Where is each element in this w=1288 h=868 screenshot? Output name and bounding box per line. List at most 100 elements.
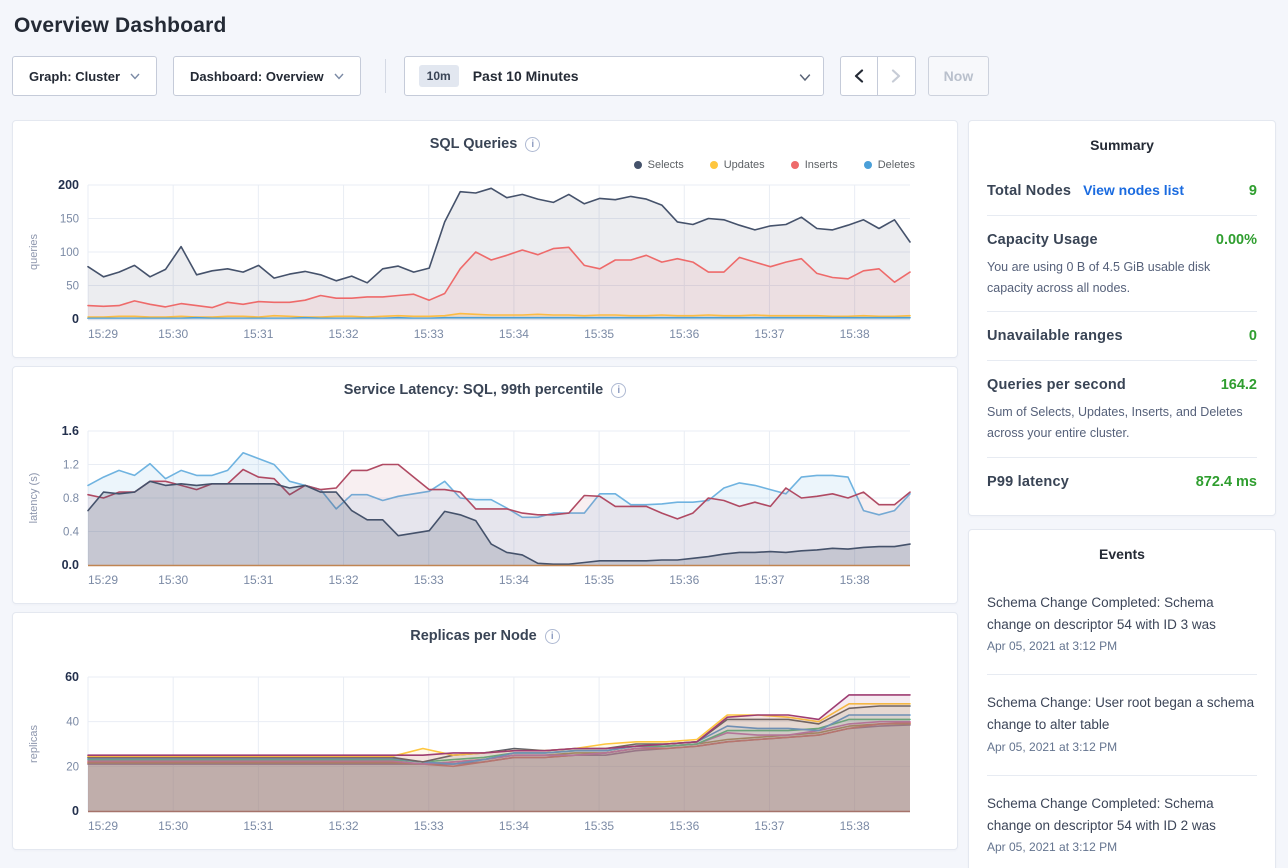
svg-text:15:32: 15:32	[329, 819, 359, 833]
chart-legend: Selects Updates Inserts Deletes	[633, 159, 915, 171]
legend-dot	[709, 161, 718, 169]
chevron-down-icon	[799, 71, 811, 82]
svg-text:15:30: 15:30	[158, 819, 188, 833]
svg-text:15:34: 15:34	[499, 327, 529, 341]
chart-title: Service Latency: SQL, 99th percentile	[343, 382, 604, 398]
svg-text:15:30: 15:30	[158, 327, 188, 341]
queries-per-second-label: Queries per second	[987, 377, 1126, 394]
capacity-usage-description: You are using 0 B of 4.5 GiB usable disk…	[987, 260, 1211, 295]
time-range-badge: 10m	[418, 65, 459, 87]
svg-text:0.0: 0.0	[62, 558, 79, 572]
legend-dot	[790, 161, 799, 169]
event-message: Schema Change: User root began a schema …	[987, 695, 1255, 733]
queries-per-second-description: Sum of Selects, Updates, Inserts, and De…	[987, 405, 1243, 440]
event-timestamp: Apr 05, 2021 at 3:12 PM	[987, 739, 1118, 754]
event-item[interactable]: Schema Change Completed: Schema change o…	[987, 586, 1257, 664]
svg-text:latency (s): latency (s)	[28, 473, 40, 524]
svg-text:15:36: 15:36	[669, 573, 699, 587]
event-timestamp: Apr 05, 2021 at 3:12 PM	[987, 840, 1118, 855]
svg-text:40: 40	[66, 717, 79, 729]
legend-dot	[863, 161, 872, 169]
p99-latency-label: P99 latency	[987, 473, 1069, 490]
event-message: Schema Change Completed: Schema change o…	[987, 594, 1216, 632]
svg-text:15:35: 15:35	[584, 573, 614, 587]
replicas-per-node-chart[interactable]: 0 20 40 60 15:29 15:30 15:31 15:32 15:33 15:34 15:…	[13, 671, 958, 843]
charts-column: SQL Queries i Selects Updates Inserts Delet…	[12, 120, 958, 858]
legend-label: Inserts	[804, 159, 838, 171]
queries-per-second-value: 164.2	[1220, 377, 1257, 394]
capacity-usage-value: 0.00%	[1215, 232, 1257, 248]
svg-text:15:33: 15:33	[414, 573, 444, 587]
svg-text:15:38: 15:38	[840, 327, 870, 341]
view-nodes-list-link[interactable]: View nodes list	[1083, 182, 1184, 198]
dashboard-controls: Graph: Cluster Dashboard: Overview 10m P…	[12, 56, 1276, 96]
chevron-left-icon	[854, 69, 863, 83]
chart-title: SQL Queries	[429, 136, 518, 152]
info-icon[interactable]: i	[611, 382, 627, 398]
svg-text:15:29: 15:29	[88, 573, 118, 587]
legend-item-updates: Updates	[709, 159, 765, 171]
divider	[987, 674, 1257, 676]
svg-text:100: 100	[60, 247, 79, 259]
time-range-picker[interactable]: 10m Past 10 Minutes	[403, 56, 824, 96]
info-icon[interactable]: i	[544, 628, 560, 644]
total-nodes-value: 9	[1248, 183, 1257, 199]
svg-text:15:33: 15:33	[414, 819, 444, 833]
svg-text:60: 60	[65, 671, 79, 684]
p99-latency-value: 872.4 ms	[1195, 473, 1257, 490]
svg-text:15:37: 15:37	[754, 573, 784, 587]
time-nav-buttons	[839, 56, 916, 96]
svg-text:15:32: 15:32	[329, 327, 359, 341]
dashboard-dropdown[interactable]: Dashboard: Overview	[173, 56, 361, 96]
total-nodes-label: Total Nodes	[987, 183, 1072, 199]
svg-text:replicas: replicas	[28, 725, 40, 763]
main-content: SQL Queries i Selects Updates Inserts Delet…	[12, 120, 1276, 868]
unavailable-ranges-value: 0	[1248, 328, 1257, 345]
svg-text:15:31: 15:31	[243, 327, 273, 341]
info-icon[interactable]: i	[525, 136, 541, 152]
time-forward-button[interactable]	[877, 56, 916, 96]
summary-heading: Summary	[1090, 137, 1154, 153]
svg-text:15:30: 15:30	[158, 573, 188, 587]
events-card: Events Schema Change Completed: Schema c…	[968, 528, 1276, 868]
unavailable-ranges-row: Unavailable ranges 0	[987, 323, 1257, 349]
sql-queries-chart[interactable]: 0 50 100 150 200 15:29 15:30 15:31 15:32 15:33 15:…	[13, 179, 958, 351]
time-back-button[interactable]	[839, 56, 878, 96]
controls-divider	[384, 59, 386, 93]
service-latency-chart-panel: Service Latency: SQL, 99th percentile i …	[12, 366, 958, 604]
svg-text:15:37: 15:37	[754, 819, 784, 833]
event-item[interactable]: Schema Change Completed: Schema change o…	[987, 787, 1257, 865]
svg-text:0: 0	[72, 312, 79, 326]
svg-text:15:34: 15:34	[499, 573, 529, 587]
capacity-usage-row: Capacity Usage 0.00%	[987, 227, 1257, 253]
legend-label: Deletes	[877, 159, 915, 171]
svg-text:200: 200	[58, 179, 79, 192]
divider	[987, 311, 1257, 313]
legend-label: Updates	[723, 159, 765, 171]
svg-text:15:35: 15:35	[584, 327, 614, 341]
legend-label: Selects	[647, 159, 684, 171]
sql-queries-chart-panel: SQL Queries i Selects Updates Inserts Delet…	[12, 120, 958, 358]
p99-latency-row: P99 latency 872.4 ms	[987, 469, 1257, 495]
event-message: Schema Change Completed: Schema change o…	[987, 795, 1216, 833]
event-timestamp: Apr 05, 2021 at 3:12 PM	[987, 639, 1118, 654]
events-list: Schema Change Completed: Schema change o…	[987, 586, 1257, 868]
svg-text:150: 150	[60, 214, 79, 226]
chevron-right-icon	[892, 69, 901, 83]
service-latency-chart[interactable]: 0.0 0.4 0.8 1.2 1.6 15:29 15:30 15:31 15:32 15:33…	[13, 425, 958, 597]
svg-text:15:37: 15:37	[754, 327, 784, 341]
graph-scope-dropdown[interactable]: Graph: Cluster	[12, 56, 158, 96]
svg-text:15:36: 15:36	[669, 819, 699, 833]
svg-text:15:31: 15:31	[243, 573, 273, 587]
capacity-usage-label: Capacity Usage	[987, 232, 1098, 248]
graph-scope-dropdown-label: Graph: Cluster	[29, 68, 121, 84]
summary-card: Summary Total Nodes View nodes list 9 Ca…	[968, 120, 1276, 516]
now-button[interactable]: Now	[927, 56, 990, 96]
queries-per-second-row: Queries per second 164.2	[987, 372, 1257, 398]
total-nodes-row: Total Nodes View nodes list 9	[987, 177, 1257, 204]
event-item[interactable]: Schema Change: User root began a schema …	[987, 686, 1257, 764]
events-heading: Events	[1099, 545, 1145, 562]
divider	[987, 456, 1257, 458]
divider	[987, 215, 1257, 216]
